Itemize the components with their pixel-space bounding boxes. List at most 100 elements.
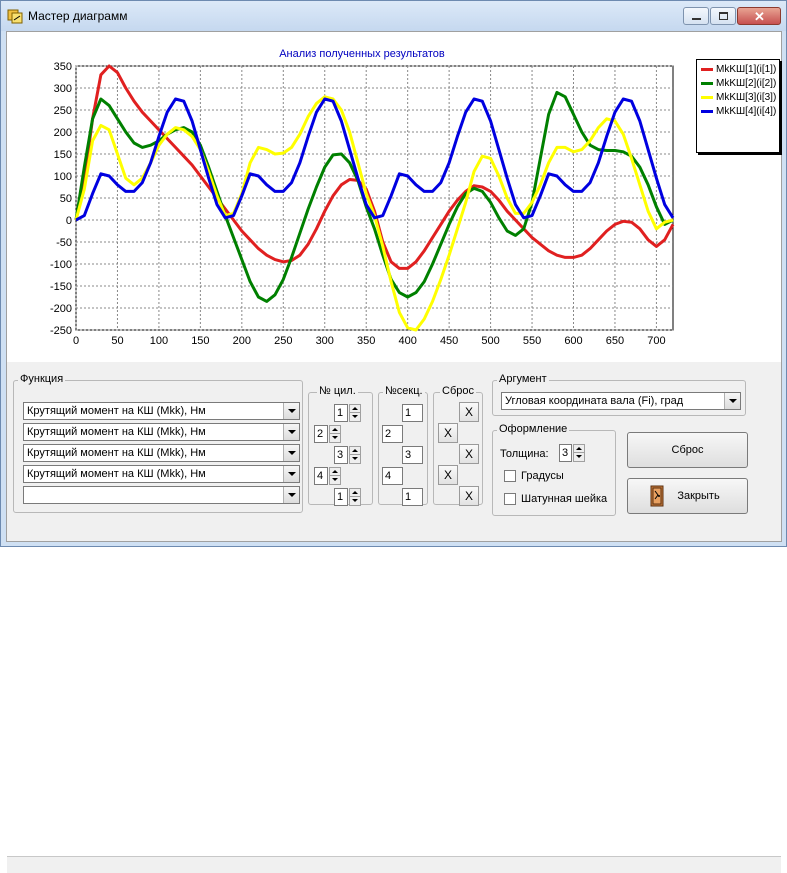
- reset-row-3-button[interactable]: X: [459, 444, 479, 464]
- reset-button[interactable]: Сброс: [627, 432, 748, 468]
- spin-up-icon[interactable]: [350, 405, 360, 413]
- chevron-down-icon[interactable]: [283, 445, 299, 461]
- argument-group: Аргумент: [492, 373, 746, 416]
- section-group-label: №секц.: [383, 385, 425, 397]
- x-tick-label: 500: [481, 335, 499, 347]
- cylinder-input-1-value: 1: [337, 407, 344, 419]
- section-input-5[interactable]: 1: [402, 488, 423, 506]
- series-line-2: [74, 90, 674, 303]
- reset-row-2-label: X: [443, 426, 452, 440]
- spin-down-icon[interactable]: [574, 453, 584, 461]
- spin-down-icon[interactable]: [350, 497, 360, 505]
- cylinder-input-1[interactable]: 1: [334, 404, 348, 422]
- chevron-down-icon[interactable]: [283, 424, 299, 440]
- spin-down-icon[interactable]: [350, 413, 360, 421]
- thickness-spinner[interactable]: [573, 444, 585, 462]
- legend-item: MkKШ[4](i[4]): [701, 106, 776, 117]
- legend-label: MkKШ[1](i[1]): [716, 64, 777, 75]
- x-tick-label: 400: [398, 335, 416, 347]
- section-input-5-value: 1: [405, 491, 412, 503]
- cylinder-input-3[interactable]: 3: [334, 446, 348, 464]
- x-tick-label: 350: [357, 335, 375, 347]
- x-tick-label: 600: [564, 335, 582, 347]
- function-select-3[interactable]: Крутящий момент на КШ (Mkk), Нм: [23, 444, 300, 462]
- close-button-label: Закрыть: [677, 490, 720, 502]
- spin-up-icon[interactable]: [350, 447, 360, 455]
- close-window-button[interactable]: ✕: [737, 7, 781, 25]
- argument-select[interactable]: Угловая координата вала (Fi), град: [501, 392, 741, 410]
- cylinder-input-5[interactable]: 1: [334, 488, 348, 506]
- reset-row-1-button[interactable]: X: [459, 402, 479, 422]
- degrees-label[interactable]: Градусы: [521, 470, 564, 482]
- door-exit-icon: [650, 485, 664, 507]
- thickness-label: Толщина:: [500, 448, 549, 460]
- degrees-checkbox[interactable]: [504, 470, 516, 482]
- reset-row-2-button[interactable]: X: [438, 423, 458, 443]
- section-input-3[interactable]: 3: [402, 446, 423, 464]
- spin-down-icon[interactable]: [330, 476, 340, 484]
- legend-label: MkKШ[3](i[3]): [716, 92, 777, 103]
- spin-up-icon[interactable]: [574, 445, 584, 453]
- cylinder-input-4[interactable]: 4: [314, 467, 328, 485]
- spin-down-icon[interactable]: [350, 455, 360, 463]
- cylinder-spinner-2[interactable]: [329, 425, 341, 443]
- section-input-4-value: 4: [385, 470, 392, 482]
- legend-swatch: [701, 81, 713, 85]
- function-select-2[interactable]: Крутящий момент на КШ (Mkk), Нм: [23, 423, 300, 441]
- function-select-5[interactable]: [23, 486, 300, 504]
- spin-up-icon[interactable]: [350, 489, 360, 497]
- cylinder-spinner-1[interactable]: [349, 404, 361, 422]
- maximize-button[interactable]: [710, 7, 736, 25]
- function-group-label: Функция: [18, 373, 66, 385]
- reset-row-5-button[interactable]: X: [459, 486, 479, 506]
- y-tick-label: -100: [50, 259, 72, 271]
- y-tick-label: 300: [54, 83, 72, 95]
- x-tick-label: 650: [606, 335, 624, 347]
- crank-pin-checkbox[interactable]: [504, 493, 516, 505]
- design-group: Оформление: [492, 423, 616, 516]
- x-tick-label: 200: [233, 335, 251, 347]
- y-tick-label: 50: [60, 193, 72, 205]
- function-select-1[interactable]: Крутящий момент на КШ (Mkk), Нм: [23, 402, 300, 420]
- chart-panel: Анализ полученных результатов 0 50 100 150 2…: [7, 32, 781, 362]
- chevron-down-icon[interactable]: [724, 393, 740, 409]
- x-tick-label: 100: [150, 335, 168, 347]
- cylinder-spinner-4[interactable]: [329, 467, 341, 485]
- cylinder-input-3-value: 3: [337, 449, 344, 461]
- close-icon: ✕: [754, 9, 765, 24]
- section-input-2-value: 2: [385, 428, 392, 440]
- cylinder-spinner-3[interactable]: [349, 446, 361, 464]
- spin-up-icon[interactable]: [330, 468, 340, 476]
- y-tick-label: 150: [54, 149, 72, 161]
- cylinder-group-label: № цил.: [317, 385, 358, 397]
- reset-row-4-button[interactable]: X: [438, 465, 458, 485]
- chevron-down-icon[interactable]: [283, 403, 299, 419]
- x-tick-label: 150: [191, 335, 209, 347]
- minimize-button[interactable]: [683, 7, 709, 25]
- chevron-down-icon[interactable]: [283, 466, 299, 482]
- cylinder-input-2[interactable]: 2: [314, 425, 328, 443]
- crank-pin-label[interactable]: Шатунная шейка: [521, 493, 608, 505]
- minimize-icon: [692, 18, 701, 20]
- section-input-1[interactable]: 1: [402, 404, 423, 422]
- legend-swatch: [701, 95, 713, 99]
- reset-row-5-label: X: [464, 489, 473, 503]
- chevron-down-icon[interactable]: [283, 487, 299, 503]
- cylinder-spinner-5[interactable]: [349, 488, 361, 506]
- spin-down-icon[interactable]: [330, 434, 340, 442]
- cylinder-input-4-value: 4: [317, 470, 324, 482]
- thickness-input[interactable]: 3: [559, 444, 572, 462]
- section-input-2[interactable]: 2: [382, 425, 403, 443]
- client-area: Анализ полученных результатов 0 50 100 150 2…: [6, 31, 782, 873]
- spin-up-icon[interactable]: [330, 426, 340, 434]
- reset-button-label: Сброс: [671, 444, 704, 456]
- close-button[interactable]: Закрыть: [627, 478, 748, 514]
- legend-swatch: [701, 67, 713, 71]
- function-select-4[interactable]: Крутящий момент на КШ (Mkk), Нм: [23, 465, 300, 483]
- section-input-4[interactable]: 4: [382, 467, 403, 485]
- x-tick-label: 300: [316, 335, 334, 347]
- section-input-3-value: 3: [405, 449, 412, 461]
- y-tick-label: 350: [54, 61, 72, 73]
- cylinder-group: № цил.: [308, 385, 373, 505]
- legend-item: MkKШ[2](i[2]): [701, 78, 776, 89]
